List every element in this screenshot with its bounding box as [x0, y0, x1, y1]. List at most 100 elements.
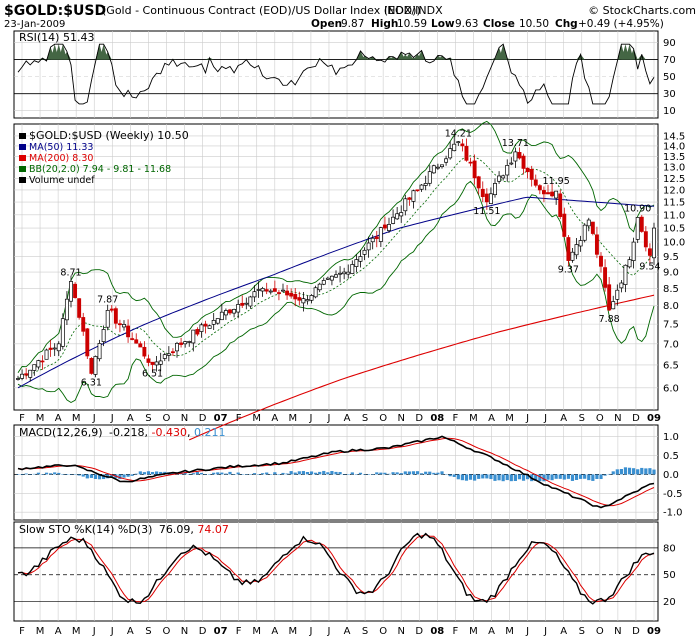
candle-body	[366, 242, 371, 251]
macd-hist-bar	[350, 472, 354, 475]
macd-hist-bar	[232, 474, 236, 475]
time-label-bottom: A	[271, 626, 278, 637]
price-tick-label: 10.0	[663, 237, 685, 248]
grid-lines	[14, 31, 658, 621]
macd-hist-bar	[558, 474, 562, 479]
macd-hist-bar	[509, 474, 513, 482]
macd-hist-bar	[183, 471, 187, 475]
legend-swatch	[19, 177, 26, 183]
time-label: 07	[214, 413, 228, 424]
macd-hist-bar	[69, 474, 73, 475]
candle-body	[126, 325, 131, 338]
macd-hist-bar	[330, 471, 334, 475]
time-label: J	[543, 413, 547, 424]
legend-entry: BB(20,2.0) 7.94 - 9.81 - 11.68	[29, 164, 171, 175]
candle-body	[321, 280, 326, 285]
macd-hist-bar	[273, 472, 277, 475]
macd-hist-bar	[16, 474, 20, 475]
candle-body	[562, 213, 567, 237]
macd-hist-bar	[371, 474, 375, 475]
candle-body	[109, 308, 114, 311]
macd-hist-bar	[583, 474, 587, 479]
chg-value: +0.49 (+4.95%)	[578, 18, 664, 30]
macd-hist-bar	[428, 471, 432, 475]
macd-hist-bar	[497, 474, 501, 481]
macd-hist-bar	[195, 471, 199, 475]
sto-d-value: 74.07	[197, 523, 229, 536]
macd-hist-bar	[473, 474, 477, 481]
candle-body	[615, 289, 620, 300]
candle-body	[293, 294, 298, 300]
macd-hist-bar	[301, 471, 305, 475]
time-label-bottom: 09	[647, 626, 661, 637]
macd-hist-bar	[97, 474, 102, 480]
macd-hist-bar	[448, 474, 452, 477]
macd-hist-bar	[481, 474, 485, 479]
rsi-overbought-fill	[417, 50, 426, 60]
macd-hist-bar	[93, 474, 98, 479]
macd-hist-bar	[456, 474, 460, 480]
time-label: A	[55, 413, 62, 424]
candle-body	[313, 287, 318, 298]
price-tick-label: 11.5	[663, 198, 685, 209]
candle-body	[431, 165, 436, 174]
candle-body	[456, 141, 461, 144]
macd-hist-value: 0.211	[194, 426, 226, 439]
macd-hist-bar	[526, 474, 530, 480]
time-label: J	[92, 413, 96, 424]
time-label-bottom: J	[308, 626, 312, 637]
candle-body	[525, 167, 530, 173]
price-tick-label: 11.0	[663, 210, 685, 221]
candle-body	[223, 310, 228, 316]
candle-body	[529, 168, 534, 180]
macd-hist-bar	[57, 472, 61, 475]
symbol-description: (Gold - Continuous Contract (EOD)/US Dol…	[102, 4, 421, 17]
time-label-bottom: M	[505, 626, 514, 637]
candle-body	[566, 237, 571, 261]
candle-body	[346, 271, 351, 275]
macd-hist-bar	[395, 472, 399, 475]
time-label-bottom: F	[19, 626, 25, 637]
time-label-bottom: N	[614, 626, 621, 637]
sto-tick-label: 50	[663, 570, 676, 581]
macd-signal-line	[17, 437, 655, 507]
open-label: Open	[311, 18, 342, 30]
macd-hist-bar	[49, 473, 53, 475]
price-tick-label: 9.0	[663, 268, 679, 279]
macd-hist-bar	[636, 469, 640, 475]
candle-body	[52, 347, 57, 350]
macd-hist-bar	[346, 474, 350, 475]
macd-hist-bar	[338, 472, 342, 475]
chg-label: Chg	[555, 18, 578, 30]
macd-hist-bar	[224, 473, 228, 475]
candle-body	[20, 373, 25, 379]
macd-hist-bar	[513, 474, 517, 481]
macd-hist-bar	[322, 470, 326, 475]
candle-body	[138, 343, 143, 348]
macd-hist-bar	[252, 473, 257, 475]
sto-k-line	[17, 532, 655, 605]
legend-swatch	[19, 155, 26, 161]
macd-hist-bar	[265, 472, 269, 475]
macd-hist-bar	[464, 474, 469, 481]
sto-sep: ,	[190, 523, 197, 536]
price-tick-label: 14.0	[663, 141, 685, 152]
candle-body	[468, 161, 473, 164]
candle-body	[232, 309, 237, 314]
candle-body	[228, 309, 232, 314]
candle-body	[480, 188, 485, 197]
ma50-line	[17, 196, 655, 389]
price-annotation: 14.21	[445, 129, 472, 140]
rsi-panel-frame	[13, 30, 659, 119]
macd-hist-bar	[32, 473, 36, 475]
low-label: Low	[431, 18, 455, 30]
time-label-bottom: 08	[430, 626, 444, 637]
time-label: A	[488, 413, 495, 424]
time-label-bottom: A	[127, 626, 134, 637]
macd-hist-bar	[134, 473, 138, 475]
candle-body	[179, 342, 184, 345]
candle-body	[162, 354, 167, 359]
time-label-bottom: J	[525, 626, 529, 637]
